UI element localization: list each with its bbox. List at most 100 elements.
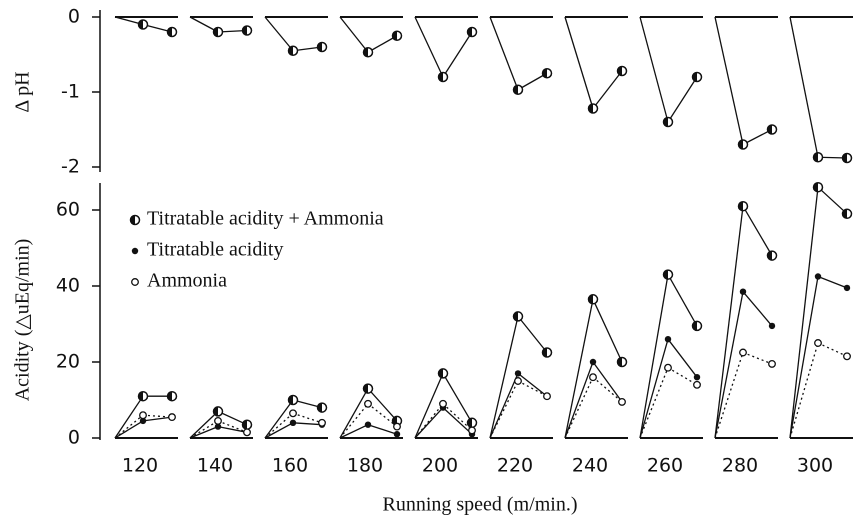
marker-open	[618, 397, 626, 406]
legend-marker	[131, 278, 139, 286]
data-point	[137, 390, 149, 402]
series-line	[592, 299, 623, 363]
marker-dot	[393, 431, 401, 438]
marker-half	[513, 85, 518, 95]
rise-line	[189, 16, 219, 33]
series-line	[442, 407, 473, 435]
rise-line	[339, 424, 369, 439]
data-point	[214, 423, 222, 430]
data-point	[243, 428, 251, 437]
marker-half	[692, 72, 697, 82]
rise-line	[114, 414, 144, 439]
rise-line	[789, 187, 819, 439]
series-line	[442, 403, 473, 431]
data-point	[437, 368, 449, 379]
marker-dot	[768, 322, 776, 330]
data-point	[589, 358, 597, 366]
marker-open	[393, 422, 401, 431]
series-line	[667, 367, 698, 386]
data-point	[362, 47, 374, 58]
data-point	[139, 417, 147, 425]
y-tick-label: 40	[56, 275, 80, 297]
rise-line	[339, 16, 369, 53]
marker-half	[467, 418, 472, 428]
marker-half	[392, 31, 397, 41]
rise-line	[714, 291, 744, 439]
marker-open	[168, 413, 176, 422]
marker-half	[242, 26, 247, 35]
marker-half	[317, 42, 322, 52]
marker-open	[243, 428, 251, 437]
data-point	[393, 431, 401, 438]
marker-open	[139, 411, 147, 420]
series-line	[742, 128, 773, 146]
data-point	[814, 339, 822, 347]
marker-dot	[814, 273, 822, 280]
series-line	[217, 420, 248, 433]
y-tick-label: 0	[68, 427, 80, 449]
marker-open	[364, 399, 372, 408]
marker-open	[664, 363, 672, 372]
rise-line	[264, 412, 294, 439]
marker-half	[617, 66, 622, 76]
rise-line	[414, 16, 444, 78]
marker-open	[843, 352, 851, 361]
rise-line	[639, 16, 669, 123]
data-point	[437, 71, 449, 83]
rise-line	[639, 274, 669, 439]
series-line	[292, 422, 323, 426]
series-line	[742, 205, 773, 256]
marker-dot	[693, 374, 701, 381]
data-point	[587, 294, 599, 305]
marker-open	[289, 409, 297, 418]
series-line	[592, 361, 623, 403]
data-point	[737, 139, 749, 150]
data-point	[316, 41, 328, 53]
data-point	[739, 288, 747, 295]
data-point	[541, 68, 553, 79]
data-point	[616, 356, 628, 368]
data-point	[514, 377, 522, 385]
data-point	[512, 84, 524, 95]
marker-half	[513, 311, 518, 321]
x-tick-label: 240	[572, 455, 608, 477]
marker-half	[363, 384, 368, 394]
series-line	[517, 72, 548, 91]
data-point	[693, 374, 701, 381]
y-axis-label: Acidity (△uEq/min)	[12, 239, 34, 402]
legend-label: Ammonia	[147, 270, 227, 292]
marker-open	[768, 359, 776, 368]
legend-marker	[129, 214, 141, 226]
rise-line	[639, 339, 669, 439]
rise-line	[264, 399, 294, 439]
rise-line	[264, 422, 294, 439]
marker-dot	[514, 370, 522, 377]
marker-half	[242, 420, 247, 430]
marker-half	[663, 270, 668, 280]
data-point	[393, 422, 401, 431]
data-point	[691, 71, 703, 83]
rise-line	[564, 299, 594, 439]
data-point	[514, 370, 522, 377]
rise-line	[414, 403, 444, 439]
series-line	[742, 351, 773, 365]
legend-label: Titratable acidity + Ammonia	[147, 208, 384, 230]
marker-half	[138, 391, 143, 401]
data-point	[468, 426, 476, 435]
series-line	[442, 31, 473, 78]
marker-half	[317, 403, 322, 413]
marker-half	[138, 20, 143, 29]
series-line	[367, 388, 398, 422]
data-point	[841, 208, 853, 220]
marker-open	[739, 348, 747, 357]
marker-half	[213, 406, 218, 416]
rise-line	[114, 420, 144, 439]
data-point	[737, 200, 749, 212]
y-tick-label: -2	[61, 156, 80, 178]
data-point	[466, 26, 478, 38]
marker-open	[439, 399, 447, 408]
marker-open	[468, 426, 476, 435]
data-point	[766, 124, 778, 135]
rise-line	[189, 410, 219, 439]
data-point	[812, 152, 824, 163]
